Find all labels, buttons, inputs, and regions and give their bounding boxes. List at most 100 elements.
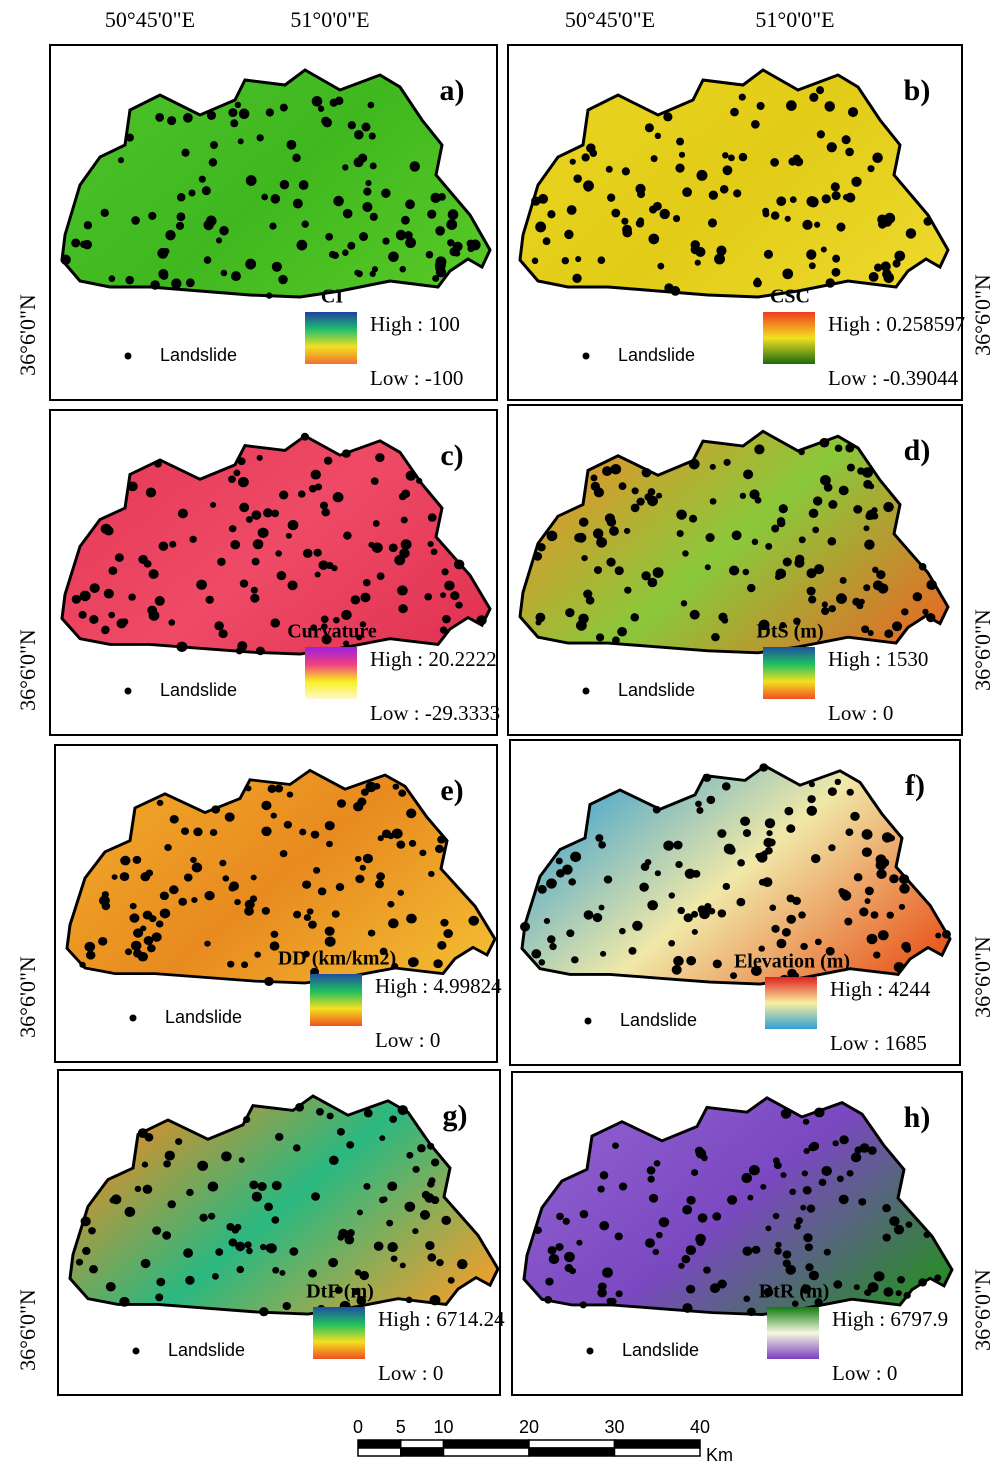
landslide-point [794,157,803,166]
legend-ramp [305,647,357,699]
landslide-point [579,517,589,526]
landslide-point [566,929,574,937]
landslide-point [544,1296,552,1304]
landslide-point [288,520,299,530]
landslide-point [786,100,797,111]
landslide-point [219,860,226,867]
landslide-point [375,880,384,888]
landslide-point [616,1290,623,1297]
landslide-point [163,1160,171,1167]
landslide-point [343,209,353,219]
landslide-point [747,1308,756,1317]
landslide-point [565,608,574,617]
latitude-label: 36°6'0"N [15,294,40,376]
landslide-point [373,520,380,527]
landslide-point [771,211,780,220]
landslide-point [922,609,928,615]
landslide-point [800,943,808,950]
landslide-point [580,1210,589,1218]
landslide-point [803,1186,812,1195]
landslide-point [678,1263,684,1269]
landslide-point [308,921,317,929]
landslide-point [167,116,176,125]
scale-segment [615,1448,701,1456]
landslide-point [337,1128,345,1136]
scale-segment [444,1440,530,1448]
landslide-point [301,433,309,441]
landslide-point [717,1279,726,1288]
landslide-point [831,268,840,277]
landslide-point [321,117,330,126]
landslide-point [802,220,812,230]
landslide-point [862,847,872,857]
landslide-point [676,509,687,519]
landslide-point [868,1282,879,1292]
landslide-point [653,1249,660,1255]
landslide-point [709,191,718,200]
landslide-point [538,959,545,965]
landslide-point [773,1157,780,1164]
legend-symbol [583,688,590,695]
latitude-label: 36°6'0"N [15,956,40,1038]
landslide-point [892,621,902,631]
landslide-point [828,787,837,796]
legend-symbol [585,1018,592,1025]
landslide-point [878,930,889,940]
landslide-point [280,850,288,857]
landslide-point [575,256,581,262]
landslide-point [175,1138,182,1145]
legend-symbol [130,1015,137,1022]
landslide-point [357,1210,363,1216]
legend-symbol [125,353,132,360]
landslide-point [763,211,770,218]
landslide-point [146,869,154,876]
landslide-point [548,1246,557,1254]
landslide-point [672,965,682,975]
landslide-point [755,853,761,859]
landslide-point [786,824,795,833]
landslide-point [427,1253,436,1261]
latitude-label: 36°6'0"N [970,936,995,1018]
landslide-point [889,874,898,883]
landslide-point [740,493,746,499]
landslide-point [762,877,772,887]
landslide-point [246,175,257,186]
landslide-point [682,1303,692,1313]
landslide-point [887,912,894,919]
landslide-point [606,558,615,567]
landslide-point [556,869,565,877]
landslide-point [156,920,164,927]
landslide-point [766,830,772,836]
landslide-point [79,962,85,968]
landslide-point [807,795,815,803]
landslide-point [157,800,164,806]
landslide-point [131,216,140,225]
landslide-point [883,272,894,283]
landslide-point [809,509,819,518]
landslide-point [845,148,854,157]
landslide-point [882,1204,891,1212]
landslide-point [270,194,280,204]
landslide-point [763,838,773,848]
landslide-point [805,1243,813,1251]
landslide-point [145,1133,154,1141]
landslide-point [817,130,825,138]
legend-ramp [763,312,815,364]
landslide-point [798,449,805,455]
legend-symbol [587,1348,594,1355]
landslide-point [231,271,241,281]
latitude-label: 36°6'0"N [970,1269,995,1351]
legend-label: Landslide [620,1010,697,1030]
landslide-point [86,951,95,960]
landslide-point [400,1263,406,1269]
landslide-point [698,1213,708,1222]
landslide-point [233,470,240,477]
landslide-point [783,558,792,567]
landslide-point [341,610,352,620]
landslide-point [343,532,351,540]
landslide-point [428,871,435,877]
landslide-point [803,1233,812,1242]
landslide-point [919,563,927,571]
landslide-point [848,107,858,117]
landslide-point [253,539,264,549]
